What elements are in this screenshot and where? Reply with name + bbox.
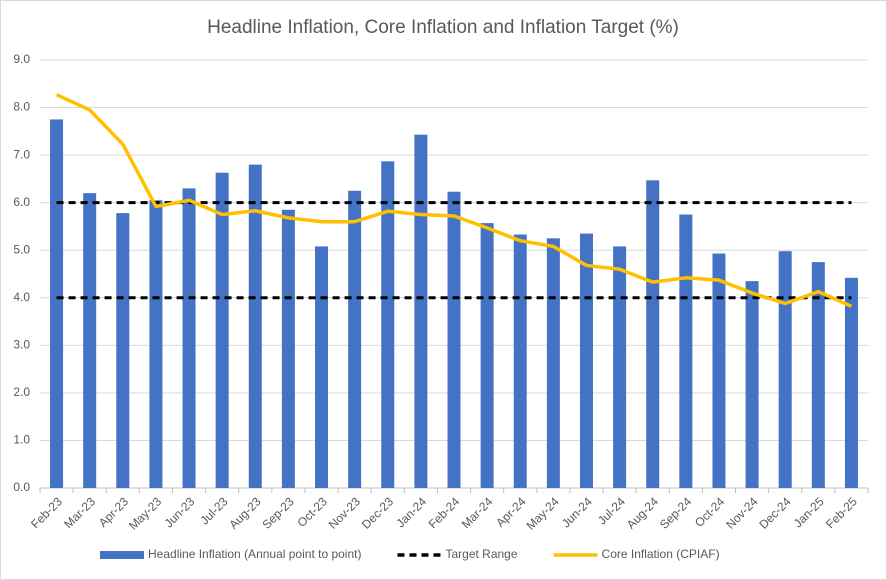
bar bbox=[348, 190, 362, 488]
y-tick-label: 6.0 bbox=[13, 195, 30, 209]
bar bbox=[579, 233, 593, 488]
chart-title: Headline Inflation, Core Inflation and I… bbox=[207, 17, 679, 38]
y-tick-label: 8.0 bbox=[13, 100, 30, 114]
bar bbox=[149, 200, 163, 489]
bar bbox=[811, 262, 825, 488]
legend-swatch bbox=[100, 551, 144, 559]
bar bbox=[513, 234, 527, 488]
legend-label: Target Range bbox=[445, 547, 517, 561]
bar bbox=[844, 277, 858, 488]
core-line bbox=[55, 93, 853, 308]
bar bbox=[613, 246, 627, 488]
bar bbox=[480, 223, 494, 489]
y-tick-label: 9.0 bbox=[13, 52, 30, 66]
bar bbox=[679, 214, 693, 489]
bar bbox=[215, 172, 229, 488]
bar bbox=[248, 164, 262, 488]
y-tick-label: 2.0 bbox=[13, 385, 30, 399]
y-tick-label: 7.0 bbox=[13, 147, 30, 161]
bar bbox=[546, 238, 560, 488]
legend: Headline Inflation (Annual point to poin… bbox=[100, 547, 720, 561]
y-tick-label: 4.0 bbox=[13, 290, 30, 304]
legend-label: Headline Inflation (Annual point to poin… bbox=[148, 547, 361, 561]
bar bbox=[182, 188, 196, 488]
bar bbox=[414, 134, 428, 488]
bar bbox=[315, 246, 329, 488]
y-tick-label: 5.0 bbox=[13, 242, 30, 256]
bar bbox=[281, 209, 295, 489]
bar bbox=[116, 213, 130, 488]
bar bbox=[778, 251, 792, 488]
bar bbox=[447, 191, 461, 488]
bar bbox=[712, 253, 726, 488]
bar bbox=[50, 119, 64, 488]
y-tick-label: 1.0 bbox=[13, 433, 30, 447]
bar bbox=[83, 193, 97, 488]
bar bbox=[381, 161, 395, 488]
y-tick-label: 3.0 bbox=[13, 338, 30, 352]
legend-label: Core Inflation (CPIAF) bbox=[602, 547, 720, 561]
bar bbox=[745, 281, 759, 488]
bar bbox=[646, 180, 660, 488]
y-tick-label: 0.0 bbox=[13, 480, 30, 494]
